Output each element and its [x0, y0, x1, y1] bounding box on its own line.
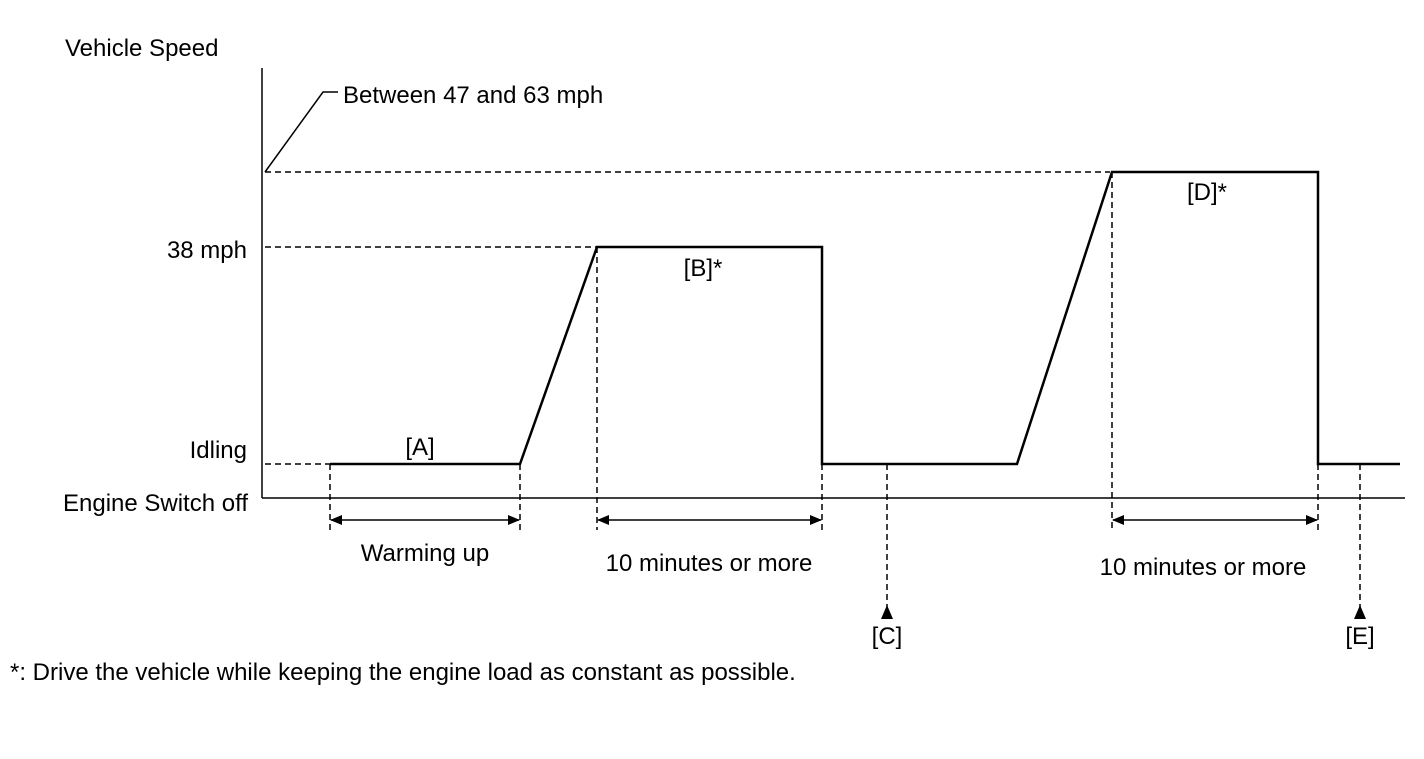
y-axis-title: Vehicle Speed [65, 35, 218, 62]
phase-d-label: [D]* [1187, 179, 1227, 206]
level-idle-label: Idling [190, 437, 247, 464]
b-duration-label: 10 minutes or more [606, 550, 813, 577]
high-level-leader [264, 91, 338, 173]
d-duration-label: 10 minutes or more [1100, 554, 1307, 581]
level-high-label: Between 47 and 63 mph [343, 82, 603, 109]
speed-profile [330, 170, 1400, 466]
level-mid-label: 38 mph [167, 237, 247, 264]
footnote: *: Drive the vehicle while keeping the e… [10, 659, 796, 686]
e-pointer-triangle-icon [1354, 605, 1366, 619]
warmup-duration-label: Warming up [361, 540, 489, 567]
phase-e-label: [E] [1345, 623, 1374, 650]
phase-a-label: [A] [405, 434, 434, 461]
phase-b-label: [B]* [684, 255, 723, 282]
phase-c-label: [C] [872, 623, 903, 650]
c-pointer-triangle-icon [881, 605, 893, 619]
level-off-label: Engine Switch off [63, 490, 248, 517]
